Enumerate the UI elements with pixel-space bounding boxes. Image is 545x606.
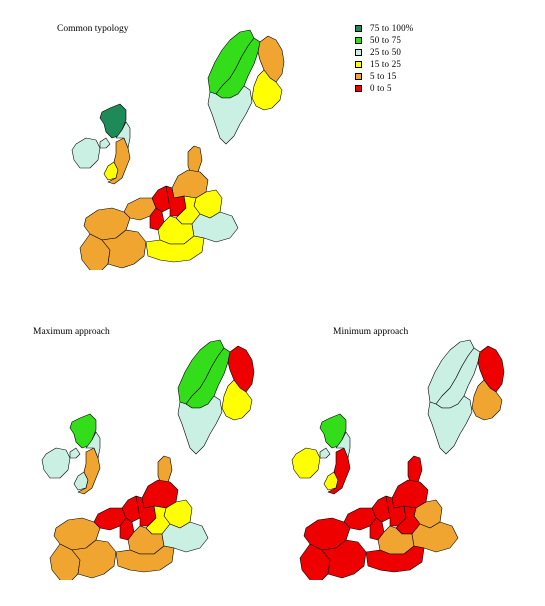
legend-label: 50 to 75 [370, 35, 402, 45]
region-austria [161, 521, 209, 553]
legend-swatch [355, 48, 362, 56]
legend-label: 0 to 5 [370, 83, 392, 93]
region-east-england [335, 431, 351, 459]
legend-item: 25 to 50 [355, 46, 414, 58]
map-maximum-approach [41, 339, 255, 580]
region-finland-s [471, 379, 503, 421]
legend-label: 25 to 50 [370, 47, 402, 57]
region-ireland [291, 447, 321, 479]
region-sweden-s [177, 395, 223, 455]
region-south-france [101, 229, 147, 269]
region-denmark [157, 455, 173, 487]
map-title-maximum-approach: Maximum approach [33, 327, 110, 337]
legend-swatch [355, 24, 362, 32]
region-alps [365, 545, 425, 573]
legend-label: 15 to 25 [370, 59, 402, 69]
region-alps [115, 545, 175, 573]
legend-swatch [355, 72, 362, 80]
region-sweden-s [207, 85, 253, 145]
region-alps [145, 235, 205, 263]
map-minimum-approach [291, 339, 505, 580]
legend-swatch [355, 60, 362, 68]
region-austria [191, 211, 239, 243]
region-finland-s [221, 379, 253, 421]
legend-item: 75 to 100% [355, 22, 414, 34]
region-south-france [71, 539, 117, 579]
map-title-minimum-approach: Minimum approach [333, 327, 409, 337]
region-south-france [321, 539, 367, 579]
legend-label: 5 to 15 [370, 71, 397, 81]
region-denmark [187, 145, 203, 177]
legend-item: 50 to 75 [355, 34, 414, 46]
map-legend: 75 to 100% 50 to 75 25 to 50 15 to 25 5 … [355, 22, 414, 94]
map-title-common-typology: Common typology [57, 24, 129, 34]
region-northern-ireland [69, 447, 81, 459]
map-common-typology [71, 29, 285, 270]
legend-swatch [355, 36, 362, 44]
legend-item: 0 to 5 [355, 82, 414, 94]
legend-item: 5 to 15 [355, 70, 414, 82]
region-ireland [41, 447, 71, 479]
region-denmark [407, 455, 423, 487]
legend-label: 75 to 100% [370, 23, 414, 33]
region-austria [411, 521, 459, 553]
region-ireland [71, 137, 101, 169]
region-sweden-s [427, 395, 473, 455]
region-northern-ireland [99, 137, 111, 149]
legend-item: 15 to 25 [355, 58, 414, 70]
region-east-england [85, 431, 101, 459]
region-northern-ireland [319, 447, 331, 459]
legend-swatch [355, 84, 362, 92]
region-finland-s [251, 69, 283, 111]
region-east-england [115, 121, 131, 149]
